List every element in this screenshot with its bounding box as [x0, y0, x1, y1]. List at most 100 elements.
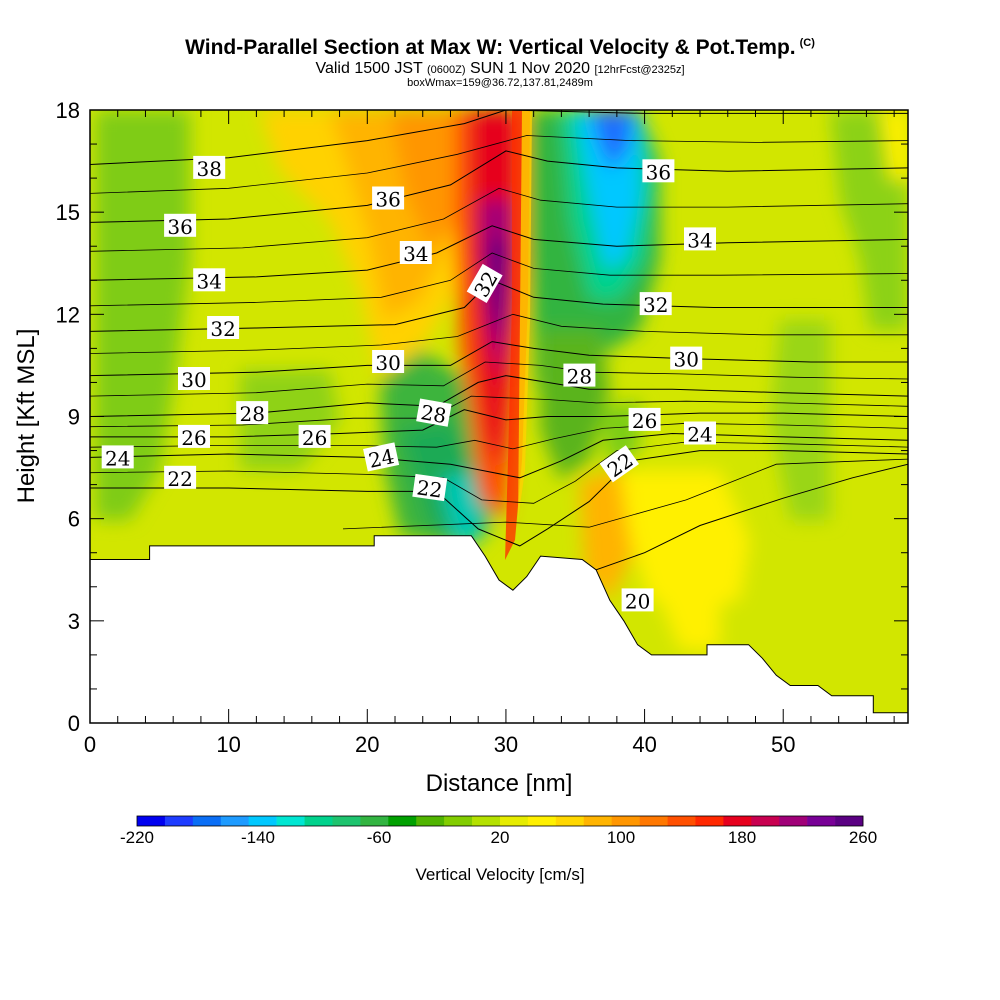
colorbar-swatch [248, 816, 277, 826]
contour-label-36: 36 [372, 186, 405, 212]
svg-text:34: 34 [687, 228, 712, 252]
colorbar-frame [136, 815, 864, 827]
contour-label-32: 32 [639, 292, 672, 317]
theta-contour-20 [595, 463, 908, 571]
contour-label-30: 30 [178, 367, 210, 392]
svg-text:32: 32 [210, 317, 235, 341]
colorbar-tick-label: -60 [367, 828, 392, 847]
contour-labels: 3836343230282624222636343230282422363432… [101, 155, 716, 613]
theta-contour-minor [90, 252, 908, 307]
colorbar-swatch [611, 816, 640, 826]
y-tick-label: 9 [68, 405, 80, 430]
contour-label-38: 38 [193, 155, 226, 181]
contour-label-36: 36 [642, 159, 675, 184]
svg-text:30: 30 [673, 348, 698, 372]
contour-label-26: 26 [298, 424, 331, 450]
contour-label-26: 26 [178, 424, 210, 450]
svg-text:26: 26 [181, 426, 206, 450]
colorbar-swatch [388, 816, 417, 826]
colorbar-swatch [527, 816, 557, 826]
svg-text:28: 28 [419, 400, 448, 428]
contour-label-30: 30 [670, 346, 703, 372]
colorbar-tick-label: -140 [241, 828, 275, 847]
colorbar-label: Vertical Velocity [cm/s] [415, 865, 584, 884]
contour-label-34: 34 [193, 268, 226, 293]
x-tick-label: 40 [632, 732, 656, 757]
theta-contour-28 [90, 375, 908, 417]
valid-date: SUN 1 Nov 2020 [469, 60, 591, 77]
colorbar-swatch [500, 816, 529, 826]
colorbar-swatch [639, 816, 668, 826]
colorbar-swatch [220, 816, 249, 826]
theta-contour-minor [90, 187, 908, 252]
colorbar-swatch [137, 816, 166, 826]
svg-text:38: 38 [196, 157, 221, 181]
contour-label-28: 28 [416, 398, 452, 428]
x-tick-label: 50 [771, 732, 795, 757]
colorbar-swatch [472, 816, 501, 826]
theta-contour-minor [342, 458, 908, 530]
utc-time: (0600Z) [426, 64, 466, 76]
colorbar-swatch [555, 816, 585, 826]
svg-text:24: 24 [366, 444, 396, 473]
colorbar-swatch [583, 816, 612, 826]
colorbar-swatch [164, 816, 194, 826]
colorbar-swatch [667, 816, 696, 826]
contour-label-24: 24 [363, 442, 400, 473]
x-tick-label: 10 [216, 732, 240, 757]
y-tick-label: 3 [68, 609, 80, 634]
contour-label-26: 26 [628, 407, 661, 433]
copyright-mark: (C) [799, 37, 815, 49]
svg-text:22: 22 [167, 467, 192, 491]
colorbar-tick-label: 100 [607, 828, 635, 847]
svg-text:36: 36 [646, 160, 671, 184]
svg-text:26: 26 [632, 409, 657, 433]
svg-text:28: 28 [239, 402, 264, 426]
colorbar-swatch [723, 816, 752, 826]
contour-label-24: 24 [101, 445, 134, 470]
svg-text:34: 34 [196, 269, 221, 293]
chart-title: Wind-Parallel Section at Max W: Vertical… [185, 36, 815, 59]
svg-text:26: 26 [302, 426, 327, 450]
colorbar-tick-label: 20 [491, 828, 510, 847]
y-tick-label: 6 [68, 507, 80, 532]
colorbar [136, 815, 864, 827]
svg-text:24: 24 [687, 423, 712, 447]
x-axis-label: Distance [nm] [426, 770, 573, 797]
y-tick-label: 0 [68, 711, 80, 736]
contour-label-22: 22 [164, 465, 197, 491]
svg-text:24: 24 [105, 446, 130, 470]
theta-contour-38 [90, 110, 908, 165]
svg-text:28: 28 [567, 365, 592, 389]
valid-time: Valid 1500 JST [315, 60, 423, 77]
svg-text:20: 20 [625, 589, 650, 613]
colorbar-swatch [807, 816, 836, 826]
contour-label-32: 32 [207, 316, 240, 341]
y-axis-label: Height [Kft MSL] [13, 329, 40, 504]
contour-label-28: 28 [563, 363, 596, 389]
terrain-mask [89, 535, 909, 724]
contour-label-20: 20 [621, 588, 654, 613]
colorbar-swatch [751, 816, 780, 826]
x-tick-label: 20 [355, 732, 379, 757]
contour-label-34: 34 [399, 241, 432, 266]
x-axis-ticks: 0 10 20 30 40 50 [84, 110, 895, 757]
forecast-info: [12hrFcst@2325z] [594, 64, 685, 76]
y-tick-label: 18 [56, 98, 80, 123]
svg-text:36: 36 [375, 188, 400, 212]
colorbar-ticks: -220 -140 -60 20 100 180 260 [120, 828, 877, 847]
svg-text:22: 22 [415, 475, 444, 502]
theta-contour-minor [90, 441, 908, 504]
svg-text:34: 34 [403, 242, 428, 266]
colorbar-swatch [360, 816, 389, 826]
theta-contour-22 [90, 450, 908, 547]
svg-text:36: 36 [167, 215, 192, 239]
theta-contour-minor [90, 313, 908, 354]
contour-label-24: 24 [684, 421, 716, 447]
theta-contour-minor [90, 361, 908, 397]
theta-contour-minor [90, 395, 908, 428]
colorbar-swatch [779, 816, 808, 826]
theta-contour-minor [90, 135, 908, 194]
colorbar-swatch [416, 816, 445, 826]
